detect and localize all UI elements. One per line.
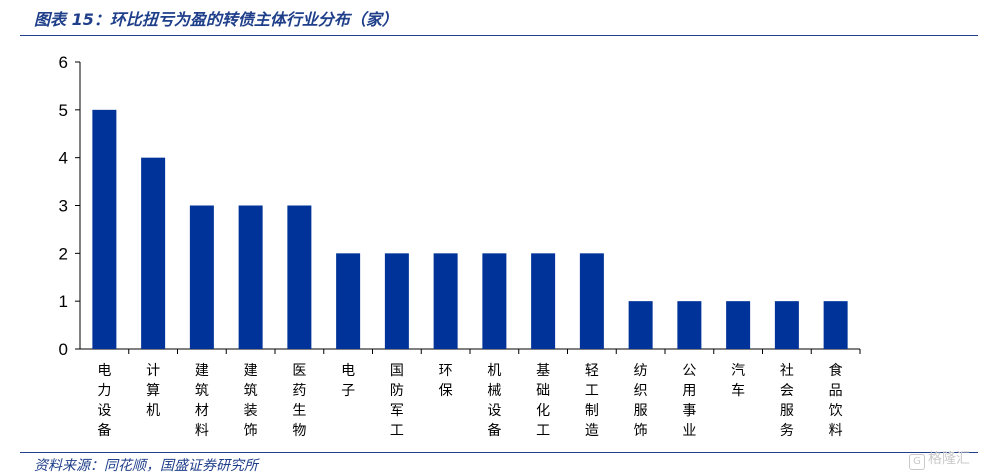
bar-14 xyxy=(774,301,799,349)
x-category-label: 机械设备 xyxy=(487,363,501,439)
bar-4 xyxy=(287,205,312,349)
bar-11 xyxy=(628,301,653,349)
x-category-label: 建筑材料 xyxy=(195,363,209,439)
y-tick-label: 3 xyxy=(59,197,68,216)
x-category-label: 国防军工 xyxy=(390,363,404,439)
bar-0 xyxy=(92,109,117,349)
bar-8 xyxy=(482,253,507,349)
source-note: 资料来源：同花顺，国盛证券研究所 xyxy=(34,458,258,474)
x-category-label: 电子 xyxy=(341,363,355,399)
watermark-text: 格隆汇 xyxy=(928,451,970,467)
bar-10 xyxy=(579,253,604,349)
bars-group xyxy=(92,109,848,349)
bar-3 xyxy=(238,205,263,349)
y-tick-label: 5 xyxy=(59,101,68,120)
x-category-label: 轻工制造 xyxy=(585,363,599,439)
y-tick-label: 2 xyxy=(59,244,68,263)
x-axis-labels: 电力设备 计算机 建筑材料 建筑装饰 医药生物 电子 国防军工 环保 机械设备 基础化工 轻工制造 纺… xyxy=(97,362,842,439)
y-tick-label: 0 xyxy=(59,340,68,359)
watermark-logo-icon: G xyxy=(909,454,925,470)
bar-13 xyxy=(726,301,751,349)
x-category-label: 环保 xyxy=(439,363,453,399)
bar-7 xyxy=(433,253,458,349)
bar-6 xyxy=(384,253,409,349)
watermark: G 格隆汇 xyxy=(909,448,970,470)
x-category-label: 基础化工 xyxy=(536,362,550,439)
bar-9 xyxy=(531,253,556,349)
bar-15 xyxy=(823,301,848,349)
bar-12 xyxy=(677,301,702,349)
x-category-label: 电力设备 xyxy=(97,363,111,439)
figure-title: 图表 15：环比扭亏为盈的转债主体行业分布（家） xyxy=(34,10,398,29)
x-category-label: 建筑装饰 xyxy=(244,363,258,439)
x-category-label: 公用事业 xyxy=(682,363,696,439)
y-tick-label: 1 xyxy=(59,292,68,311)
x-category-label: 医药生物 xyxy=(292,363,306,439)
x-category-label: 社会服务 xyxy=(780,363,794,439)
bar-5 xyxy=(336,253,361,349)
x-category-label: 汽车 xyxy=(731,363,745,399)
y-tick-label: 4 xyxy=(59,149,68,168)
x-category-label: 食品饮料 xyxy=(829,362,843,439)
x-category-label: 计算机 xyxy=(146,363,160,419)
source-divider xyxy=(20,452,978,453)
x-category-label: 纺织服饰 xyxy=(634,363,648,439)
title-divider xyxy=(20,35,978,36)
bar-1 xyxy=(141,157,166,349)
y-tick-label: 6 xyxy=(59,53,68,72)
bar-2 xyxy=(189,205,214,349)
